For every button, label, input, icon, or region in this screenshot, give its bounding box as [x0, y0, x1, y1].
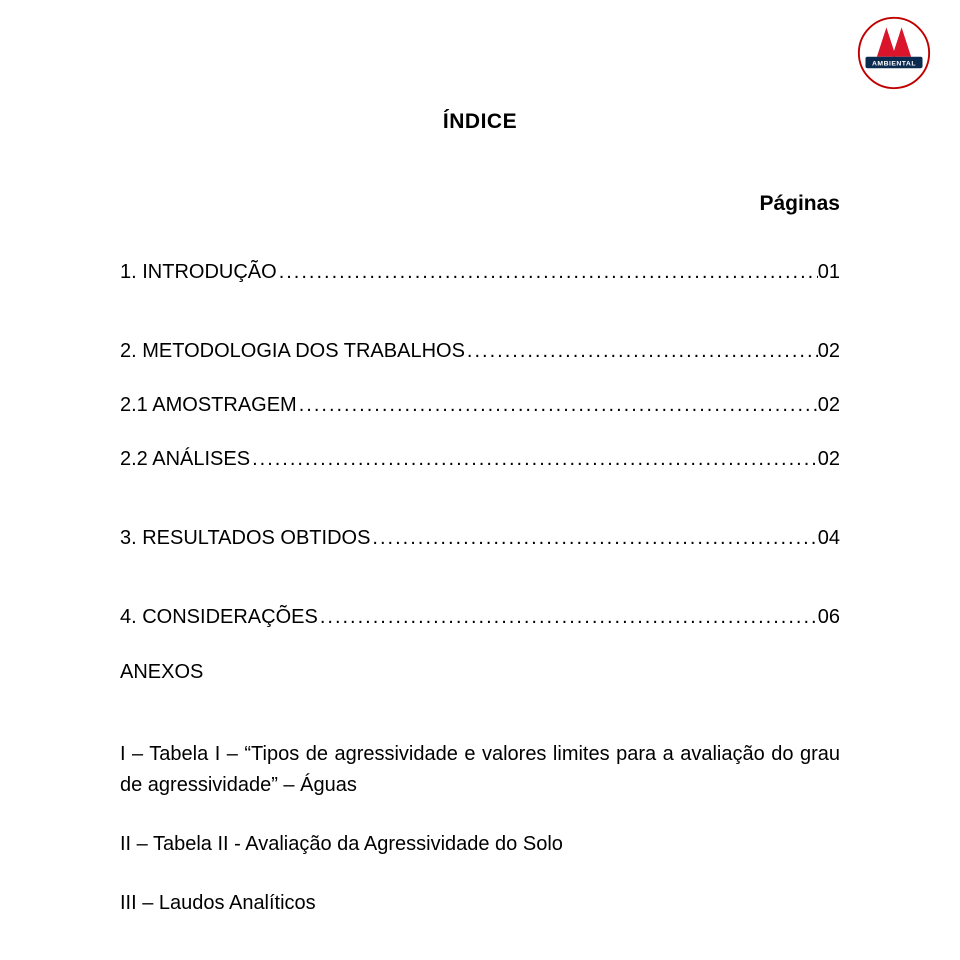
anexo-item: II – Tabela II - Avaliação da Agressivid…	[120, 829, 840, 860]
toc-item-label: 1. INTRODUÇÃO	[120, 262, 277, 282]
toc-item-label: 2. METODOLOGIA DOS TRABALHOS	[120, 341, 465, 361]
toc-row: 1. INTRODUÇÃO ..........................…	[120, 262, 840, 282]
toc-item-page: 02	[818, 449, 840, 469]
toc-dot-leader: ........................................…	[250, 449, 818, 469]
toc-item-page: 02	[818, 341, 840, 361]
pages-heading: Páginas	[120, 192, 840, 216]
index-title: ÍNDICE	[120, 110, 840, 134]
toc-item-page: 02	[818, 395, 840, 415]
toc-row: 3. RESULTADOS OBTIDOS ..................…	[120, 528, 840, 548]
toc-dot-leader: ........................................…	[297, 395, 818, 415]
toc-row: 2.2 ANÁLISES ...........................…	[120, 449, 840, 469]
toc-dot-leader: ........................................…	[465, 341, 818, 361]
toc-dot-leader: ........................................…	[318, 607, 818, 627]
toc-item-page: 01	[818, 262, 840, 282]
document-page: AMBIENTAL ÍNDICE Páginas 1. INTRODUÇÃO .…	[0, 0, 960, 960]
toc-row: 2.1 AMOSTRAGEM .........................…	[120, 395, 840, 415]
brand-logo: AMBIENTAL	[856, 15, 932, 91]
toc-item-page: 04	[818, 528, 840, 548]
anexo-item: I – Tabela I – “Tipos de agressividade e…	[120, 739, 840, 801]
content-area: ÍNDICE Páginas 1. INTRODUÇÃO ...........…	[120, 110, 840, 947]
toc-dot-leader: ........................................…	[277, 262, 818, 282]
toc-dot-leader: ........................................…	[370, 528, 817, 548]
toc-row: 2. METODOLOGIA DOS TRABALHOS ...........…	[120, 341, 840, 361]
toc-item-label: 2.2 ANÁLISES	[120, 449, 250, 469]
toc-item-label: 4. CONSIDERAÇÕES	[120, 607, 318, 627]
toc-item-label: 3. RESULTADOS OBTIDOS	[120, 528, 370, 548]
anexos-heading: ANEXOS	[120, 661, 840, 684]
toc-row: 4. CONSIDERAÇÕES .......................…	[120, 607, 840, 627]
svg-text:AMBIENTAL: AMBIENTAL	[872, 60, 916, 67]
toc-item-page: 06	[818, 607, 840, 627]
toc-item-label: 2.1 AMOSTRAGEM	[120, 395, 297, 415]
anexo-item: III – Laudos Analíticos	[120, 888, 840, 919]
